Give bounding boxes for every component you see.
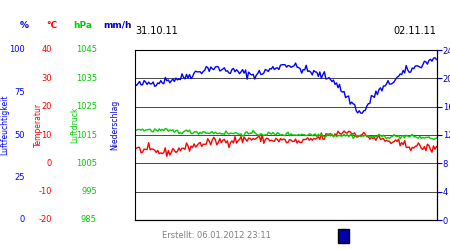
Text: hPa: hPa: [74, 21, 93, 30]
Text: 20: 20: [41, 102, 52, 111]
Text: 1025: 1025: [76, 102, 97, 111]
Text: 0: 0: [46, 159, 52, 168]
Text: 75: 75: [14, 88, 25, 97]
Text: Temperatur: Temperatur: [34, 103, 43, 147]
Text: %: %: [20, 21, 29, 30]
Text: 100: 100: [9, 46, 25, 54]
Text: Erstellt: 06.01.2012 23:11: Erstellt: 06.01.2012 23:11: [162, 231, 271, 240]
Text: 40: 40: [41, 46, 52, 54]
Text: 30: 30: [41, 74, 52, 83]
Text: -10: -10: [38, 187, 52, 196]
Text: -20: -20: [38, 216, 52, 224]
Text: 31.10.11: 31.10.11: [135, 26, 178, 36]
Text: 02.11.11: 02.11.11: [394, 26, 436, 36]
Text: Luftfeuchtigkeit: Luftfeuchtigkeit: [0, 95, 9, 155]
Text: °C: °C: [46, 21, 57, 30]
Text: 50: 50: [14, 130, 25, 140]
Text: Luftdruck: Luftdruck: [70, 107, 79, 143]
Text: 1045: 1045: [76, 46, 97, 54]
Text: 985: 985: [81, 216, 97, 224]
Text: mm/h: mm/h: [103, 21, 131, 30]
Text: 1015: 1015: [76, 130, 97, 140]
Text: Niederschlag: Niederschlag: [110, 100, 119, 150]
Text: 1005: 1005: [76, 159, 97, 168]
Text: 10: 10: [41, 130, 52, 140]
Text: 995: 995: [81, 187, 97, 196]
Text: 25: 25: [14, 173, 25, 182]
Text: 1035: 1035: [76, 74, 97, 83]
Text: 0: 0: [19, 216, 25, 224]
